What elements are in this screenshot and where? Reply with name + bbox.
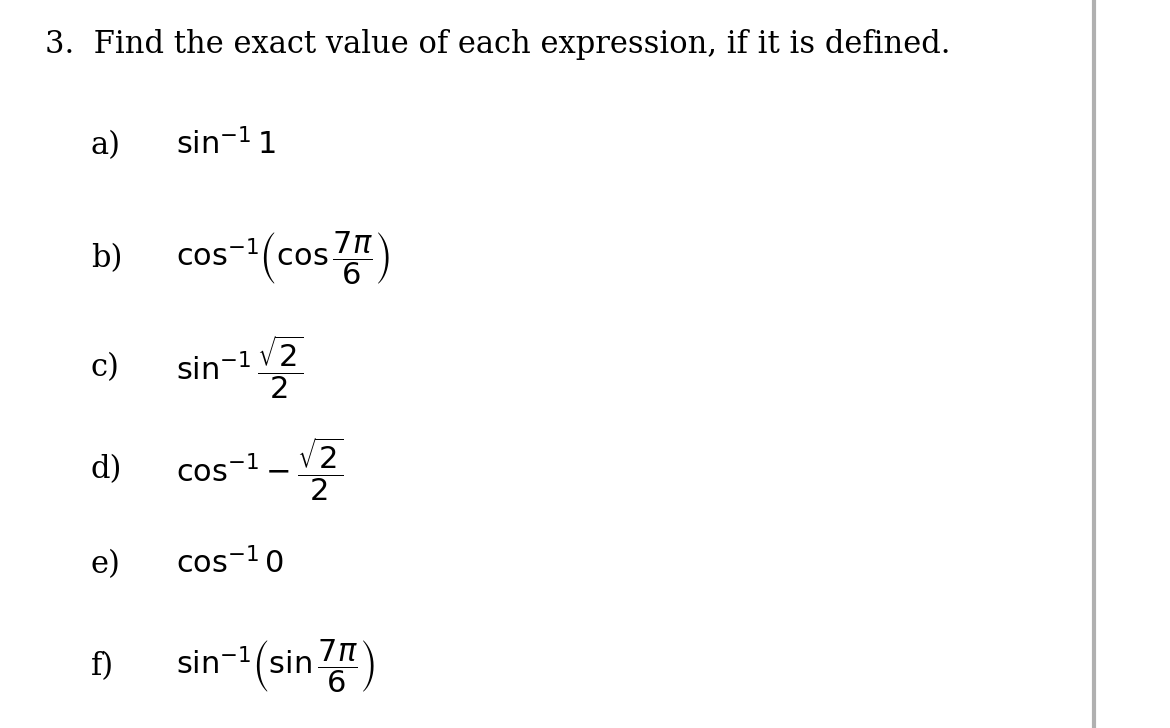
- Text: 3.  Find the exact value of each expression, if it is defined.: 3. Find the exact value of each expressi…: [46, 29, 951, 60]
- Text: f): f): [91, 651, 113, 681]
- Text: a): a): [91, 130, 121, 161]
- Text: $\sin^{-1}\!\left(\sin\dfrac{7\pi}{6}\right)$: $\sin^{-1}\!\left(\sin\dfrac{7\pi}{6}\ri…: [176, 637, 374, 695]
- Text: $\sin^{-1}\dfrac{\sqrt{2}}{2}$: $\sin^{-1}\dfrac{\sqrt{2}}{2}$: [176, 334, 303, 401]
- Text: d): d): [91, 454, 122, 485]
- Text: c): c): [91, 352, 119, 383]
- Text: $\cos^{-1} 0$: $\cos^{-1} 0$: [176, 548, 284, 580]
- Text: $\cos^{-1}\!\left(\cos\dfrac{7\pi}{6}\right)$: $\cos^{-1}\!\left(\cos\dfrac{7\pi}{6}\ri…: [176, 229, 390, 288]
- Text: e): e): [91, 549, 121, 579]
- Text: b): b): [91, 243, 122, 274]
- Text: $\sin^{-1} 1$: $\sin^{-1} 1$: [176, 130, 276, 162]
- Text: $\cos^{-1}\!-\dfrac{\sqrt{2}}{2}$: $\cos^{-1}\!-\dfrac{\sqrt{2}}{2}$: [176, 436, 344, 503]
